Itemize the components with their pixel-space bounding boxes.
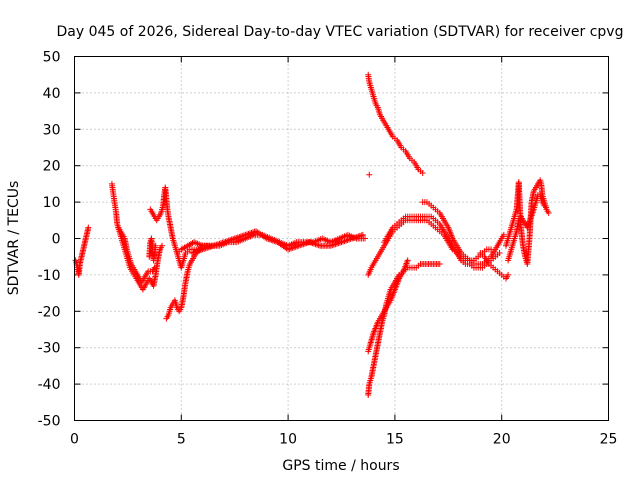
x-tick-label: 20 xyxy=(493,432,511,448)
data-point xyxy=(159,242,166,249)
series-seg-late-dip xyxy=(477,250,512,282)
data-point xyxy=(359,231,366,238)
data-point xyxy=(151,264,158,271)
series-seg-evening-b xyxy=(381,213,503,271)
y-tick-label: 20 xyxy=(43,159,61,175)
y-tick-labels: -50 -40 -30 -20 -10 0 10 20 30 40 50 xyxy=(38,50,61,430)
y-tick-label: -40 xyxy=(38,377,61,393)
y-tick-label: -10 xyxy=(38,268,61,284)
x-tick-label: 25 xyxy=(600,432,618,448)
y-tick-label: 50 xyxy=(43,50,61,66)
y-tick-label: 40 xyxy=(43,86,61,102)
data-point xyxy=(152,242,159,249)
x-tick-label: 0 xyxy=(70,432,79,448)
y-tick-label: 30 xyxy=(43,122,61,138)
data-point xyxy=(496,250,503,257)
series-seg-late-rise xyxy=(502,177,552,267)
data-point xyxy=(361,235,368,242)
data-point xyxy=(505,271,512,278)
y-tick-label: -20 xyxy=(38,304,61,320)
data-point xyxy=(343,237,350,244)
series-seg-dip xyxy=(163,242,206,322)
data-points xyxy=(72,71,552,399)
series-seg-outlier xyxy=(366,171,373,178)
series-seg-low-a xyxy=(365,260,443,399)
series-seg-late-extra xyxy=(505,191,548,264)
y-tick-label: 0 xyxy=(52,232,61,248)
chart-title: Day 045 of 2026, Sidereal Day-to-day VTE… xyxy=(57,24,624,40)
data-point xyxy=(500,231,507,238)
data-point xyxy=(366,171,373,178)
y-axis-label: SDTVAR / TECUs xyxy=(6,181,22,296)
data-point xyxy=(541,202,548,209)
series-seg-spike xyxy=(146,235,159,264)
series-seg-evening-a xyxy=(365,217,507,278)
data-point xyxy=(85,224,92,231)
x-tick-label: 5 xyxy=(177,432,186,448)
series-seg-morning-c xyxy=(147,184,215,271)
x-tick-label: 15 xyxy=(386,432,404,448)
data-point xyxy=(404,257,411,264)
x-tick-label: 10 xyxy=(279,432,297,448)
plot-frame xyxy=(74,56,609,421)
y-tick-label: -50 xyxy=(38,414,61,430)
data-point xyxy=(436,260,443,267)
series-seg-morning-a xyxy=(108,180,166,293)
series-seg-morning-b xyxy=(115,224,158,286)
series-seg-low-b xyxy=(365,257,411,355)
series-seg-high xyxy=(365,71,426,176)
y-tick-label: -30 xyxy=(38,341,61,357)
data-point xyxy=(315,242,322,249)
data-point xyxy=(545,210,552,217)
x-axis-label: GPS time / hours xyxy=(282,458,399,474)
x-tick-labels: 0 5 10 15 20 25 xyxy=(70,432,617,448)
data-point xyxy=(419,169,426,176)
data-point xyxy=(488,246,495,253)
y-tick-label: 10 xyxy=(43,195,61,211)
series-seg-midday-b xyxy=(188,228,366,257)
series-seg-early xyxy=(72,224,92,278)
